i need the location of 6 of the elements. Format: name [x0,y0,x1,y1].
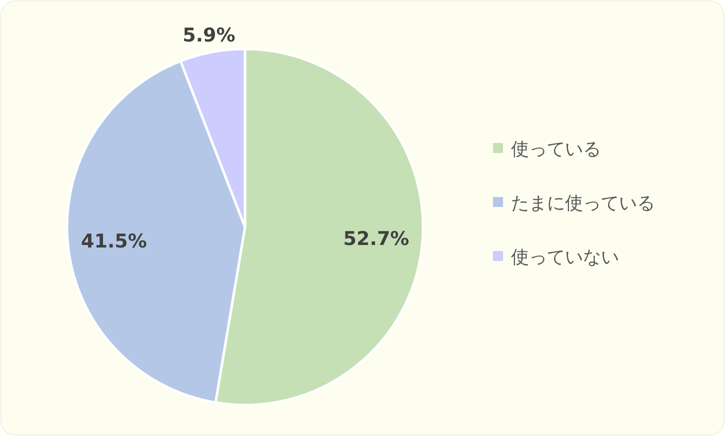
legend-label: 使っている [511,139,601,160]
legend-label: 使っていない [511,247,619,268]
data-label: 52.7% [343,228,410,250]
data-label: 5.9% [182,24,236,47]
legend-label: たまに使っている [511,193,655,214]
data-label: 41.5% [81,230,147,252]
